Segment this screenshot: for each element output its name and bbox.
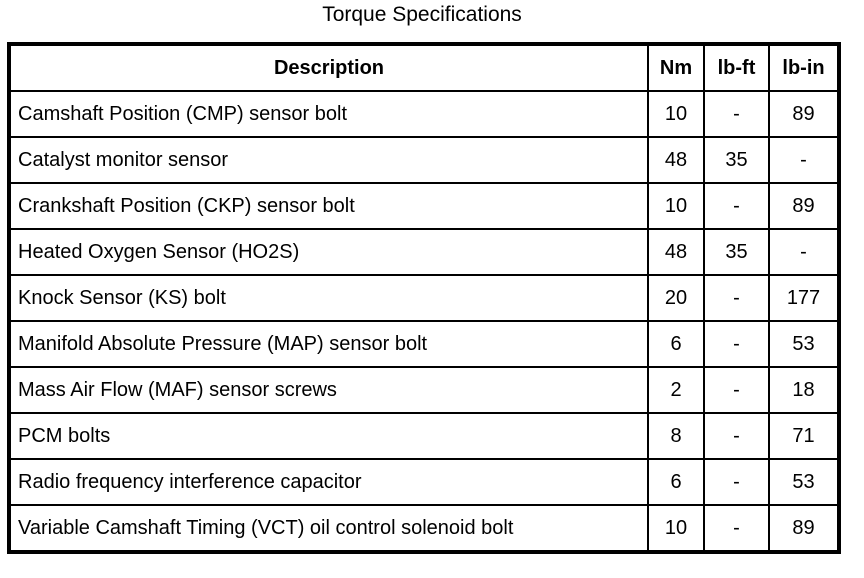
description-cell: Knock Sensor (KS) bolt [8, 274, 649, 322]
header-nm: Nm [647, 43, 705, 92]
lb-in-cell: 89 [768, 182, 840, 230]
header-description: Description [8, 43, 649, 92]
lb-in-cell: - [768, 136, 840, 184]
lb-ft-cell: 35 [703, 228, 770, 276]
table-row: PCM bolts 8-71 [8, 412, 840, 460]
table-row: Manifold Absolute Pressure (MAP) sensor … [8, 320, 840, 368]
lb-ft-cell: - [703, 412, 770, 460]
header-row: Description Nm lb-ft lb-in [8, 43, 840, 92]
description-cell: Radio frequency interference capacitor [8, 458, 649, 506]
lb-in-cell: 53 [768, 320, 840, 368]
lb-in-cell: 71 [768, 412, 840, 460]
lb-ft-cell: - [703, 274, 770, 322]
lb-in-cell: 177 [768, 274, 840, 322]
nm-cell: 48 [647, 136, 705, 184]
nm-cell: 8 [647, 412, 705, 460]
torque-specifications-table: Description Nm lb-ft lb-in Camshaft Posi… [7, 42, 841, 554]
lb-in-cell: 89 [768, 90, 840, 138]
table-row: Radio frequency interference capacitor 6-… [8, 458, 840, 506]
description-cell: Variable Camshaft Timing (VCT) oil contr… [8, 504, 649, 553]
table-row: Catalyst monitor sensor 48 35- [8, 136, 840, 184]
table-row: Camshaft Position (CMP) sensor bolt 10-89 [8, 90, 840, 138]
description-cell: Catalyst monitor sensor [8, 136, 649, 184]
description-cell: Crankshaft Position (CKP) sensor bolt [8, 182, 649, 230]
table-row: Mass Air Flow (MAF) sensor screws 2-18 [8, 366, 840, 414]
lb-in-cell: - [768, 228, 840, 276]
table-header: Description Nm lb-ft lb-in [8, 43, 840, 92]
lb-in-cell: 53 [768, 458, 840, 506]
page-title: Torque Specifications [322, 3, 522, 26]
table-row: Variable Camshaft Timing (VCT) oil contr… [8, 504, 840, 553]
table-row: Crankshaft Position (CKP) sensor bolt 10-… [8, 182, 840, 230]
lb-ft-cell: - [703, 182, 770, 230]
table-row: Heated Oxygen Sensor (HO2S) 48 35- [8, 228, 840, 276]
lb-ft-cell: - [703, 504, 770, 553]
description-cell: Camshaft Position (CMP) sensor bolt [8, 90, 649, 138]
header-lb-ft: lb-ft [703, 43, 770, 92]
nm-cell: 10 [647, 504, 705, 553]
nm-cell: 6 [647, 320, 705, 368]
nm-cell: 48 [647, 228, 705, 276]
description-cell: Heated Oxygen Sensor (HO2S) [8, 228, 649, 276]
lb-ft-cell: - [703, 458, 770, 506]
nm-cell: 10 [647, 90, 705, 138]
torque-table-body: Camshaft Position (CMP) sensor bolt 10-89… [8, 90, 840, 553]
lb-ft-cell: - [703, 320, 770, 368]
lb-in-cell: 18 [768, 366, 840, 414]
nm-cell: 6 [647, 458, 705, 506]
nm-cell: 10 [647, 182, 705, 230]
nm-cell: 2 [647, 366, 705, 414]
description-cell: PCM bolts [8, 412, 649, 460]
nm-cell: 20 [647, 274, 705, 322]
lb-ft-cell: - [703, 90, 770, 138]
lb-in-cell: 89 [768, 504, 840, 553]
description-cell: Mass Air Flow (MAF) sensor screws [8, 366, 649, 414]
lb-ft-cell: - [703, 366, 770, 414]
header-lb-in: lb-in [768, 43, 840, 92]
description-cell: Manifold Absolute Pressure (MAP) sensor … [8, 320, 649, 368]
table-row: Knock Sensor (KS) bolt 20-177 [8, 274, 840, 322]
lb-ft-cell: 35 [703, 136, 770, 184]
